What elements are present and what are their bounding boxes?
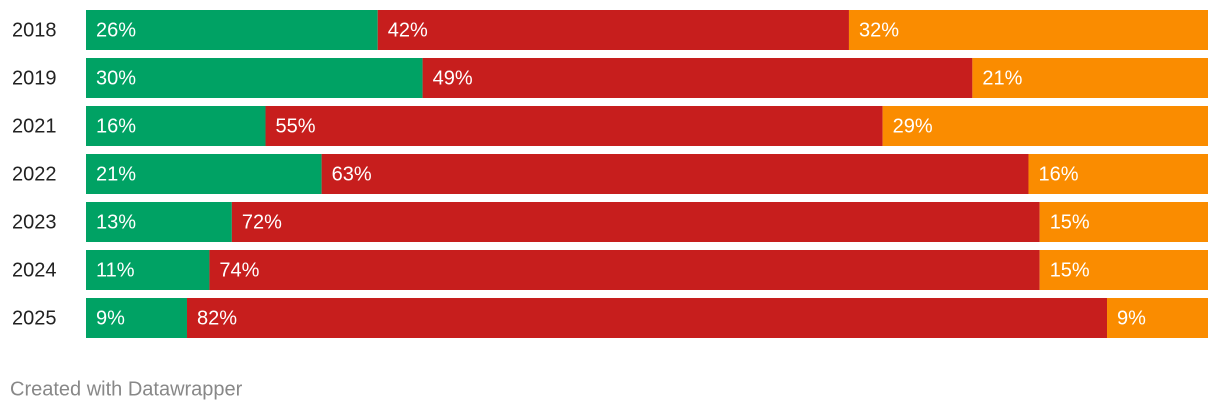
bar-segment (265, 106, 883, 146)
value-label: 15% (1050, 259, 1090, 281)
value-label: 26% (96, 19, 136, 41)
bar-segment (321, 154, 1029, 194)
bar-segment (377, 10, 849, 50)
bar-segment (422, 58, 973, 98)
bar-segment (848, 10, 1208, 50)
value-label: 63% (332, 163, 372, 185)
value-label: 16% (1038, 163, 1078, 185)
y-tick-label: 2024 (12, 259, 57, 281)
bar-segment (972, 58, 1208, 98)
y-tick-label: 2019 (12, 67, 57, 89)
bar-segment (1028, 154, 1208, 194)
value-label: 55% (276, 115, 316, 137)
bar-segment (86, 106, 266, 146)
value-label: 74% (219, 259, 259, 281)
bar-segment (86, 250, 210, 290)
bar-segment (209, 250, 1040, 290)
value-label: 42% (388, 19, 428, 41)
bar-segment (231, 202, 1040, 242)
value-label: 32% (859, 19, 899, 41)
value-label: 16% (96, 115, 136, 137)
bar-segment (882, 106, 1208, 146)
value-label: 29% (893, 115, 933, 137)
value-label: 11% (96, 259, 135, 281)
bar-segment (86, 10, 378, 50)
bar-segment (186, 298, 1108, 338)
value-label: 9% (96, 307, 125, 329)
value-label: 21% (982, 67, 1022, 89)
value-label: 30% (96, 67, 136, 89)
value-label: 9% (1117, 307, 1146, 329)
y-tick-label: 2018 (12, 19, 57, 41)
bar-segment (1039, 250, 1208, 290)
value-label: 15% (1050, 211, 1090, 233)
value-label: 49% (433, 67, 473, 89)
bar-segment (86, 298, 187, 338)
value-label: 72% (242, 211, 282, 233)
y-tick-label: 2021 (12, 115, 57, 137)
y-tick-label: 2025 (12, 307, 57, 329)
bar-segment (86, 58, 423, 98)
footer: Created with Datawrapper (10, 378, 243, 400)
bar-segment (86, 154, 322, 194)
value-label: 13% (96, 211, 136, 233)
bar-segment (1107, 298, 1208, 338)
bar-segment (86, 202, 232, 242)
y-tick-label: 2022 (12, 163, 57, 185)
value-label: 82% (197, 307, 237, 329)
value-label: 21% (96, 163, 136, 185)
bar-segment (1039, 202, 1208, 242)
y-tick-label: 2023 (12, 211, 57, 233)
